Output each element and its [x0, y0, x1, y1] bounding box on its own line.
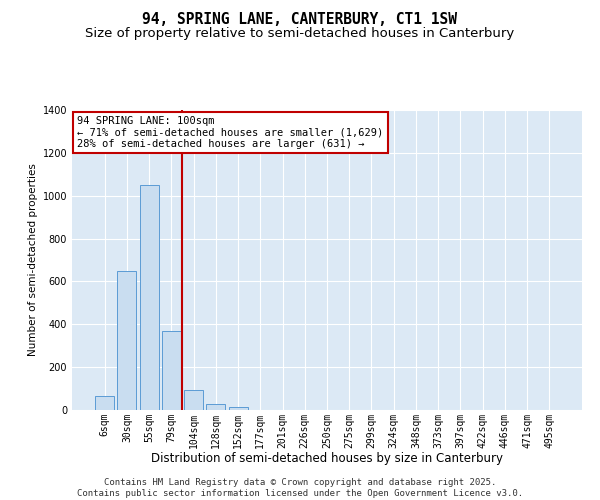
Text: Size of property relative to semi-detached houses in Canterbury: Size of property relative to semi-detach… [85, 28, 515, 40]
Bar [184, 390, 203, 410]
Bar [140, 185, 158, 410]
X-axis label: Distribution of semi-detached houses by size in Canterbury: Distribution of semi-detached houses by … [151, 452, 503, 465]
Bar [229, 407, 248, 410]
Bar [118, 270, 136, 410]
Bar [95, 396, 114, 410]
Bar [162, 330, 181, 410]
Bar [206, 404, 225, 410]
Y-axis label: Number of semi-detached properties: Number of semi-detached properties [28, 164, 38, 356]
Text: 94 SPRING LANE: 100sqm
← 71% of semi-detached houses are smaller (1,629)
28% of : 94 SPRING LANE: 100sqm ← 71% of semi-det… [77, 116, 383, 149]
Text: Contains HM Land Registry data © Crown copyright and database right 2025.
Contai: Contains HM Land Registry data © Crown c… [77, 478, 523, 498]
Text: 94, SPRING LANE, CANTERBURY, CT1 1SW: 94, SPRING LANE, CANTERBURY, CT1 1SW [143, 12, 458, 28]
